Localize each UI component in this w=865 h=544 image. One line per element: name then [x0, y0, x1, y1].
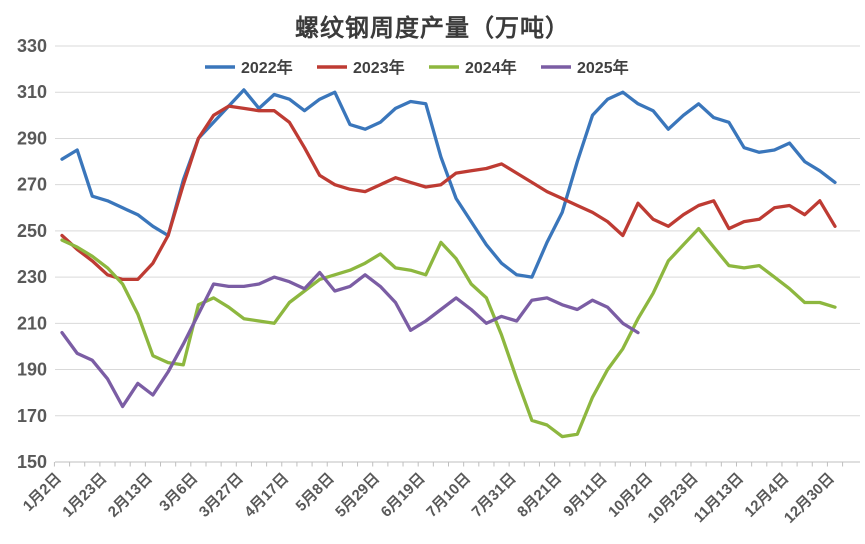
legend-item-2024: 2024年 — [429, 58, 517, 77]
y-axis-label: 230 — [17, 267, 47, 287]
series-line-2023 — [60, 104, 837, 282]
legend-item-2025: 2025年 — [541, 58, 629, 77]
y-axis-label: 250 — [17, 221, 47, 241]
legend-label: 2022年 — [241, 58, 293, 77]
x-axis-label: 10月23日 — [645, 470, 702, 527]
chart-title: 螺纹钢周度产量（万吨） — [295, 15, 570, 42]
x-axis-label: 1月2日 — [20, 470, 65, 515]
y-axis-label: 330 — [17, 36, 47, 56]
x-axis-label: 7月10日 — [423, 470, 474, 521]
legend-label: 2023年 — [353, 58, 405, 77]
legend-label: 2024年 — [465, 58, 517, 77]
y-axis-label: 170 — [17, 406, 47, 426]
y-axis-label: 310 — [17, 82, 47, 102]
x-axis-label: 7月31日 — [469, 470, 520, 521]
y-axis-label: 290 — [17, 128, 47, 148]
x-axis-label: 5月29日 — [332, 470, 383, 521]
legend-item-2023: 2023年 — [317, 58, 405, 77]
x-axis-label: 5月8日 — [293, 470, 338, 515]
x-axis-label: 12月30日 — [781, 470, 838, 527]
x-axis-label: 6月19日 — [378, 470, 429, 521]
series-line-2024 — [60, 226, 837, 439]
x-axis-label: 11月13日 — [691, 470, 747, 526]
legend-label: 2025年 — [577, 58, 629, 77]
x-axis-label: 9月11日 — [560, 470, 610, 520]
y-axis-label: 150 — [17, 452, 47, 472]
x-axis-label: 3月27日 — [196, 470, 247, 521]
y-axis-label: 210 — [17, 313, 47, 333]
x-axis-label: 3月6日 — [156, 470, 201, 515]
series-line-2025 — [60, 270, 640, 409]
x-axis-label: 2月13日 — [105, 470, 156, 521]
y-axis-label: 190 — [17, 360, 47, 380]
x-axis-label: 1月23日 — [59, 470, 110, 521]
x-axis-label: 4月17日 — [241, 470, 292, 521]
x-axis-label: 8月21日 — [514, 470, 565, 521]
y-axis-label: 270 — [17, 175, 47, 195]
legend-item-2022: 2022年 — [205, 58, 293, 77]
